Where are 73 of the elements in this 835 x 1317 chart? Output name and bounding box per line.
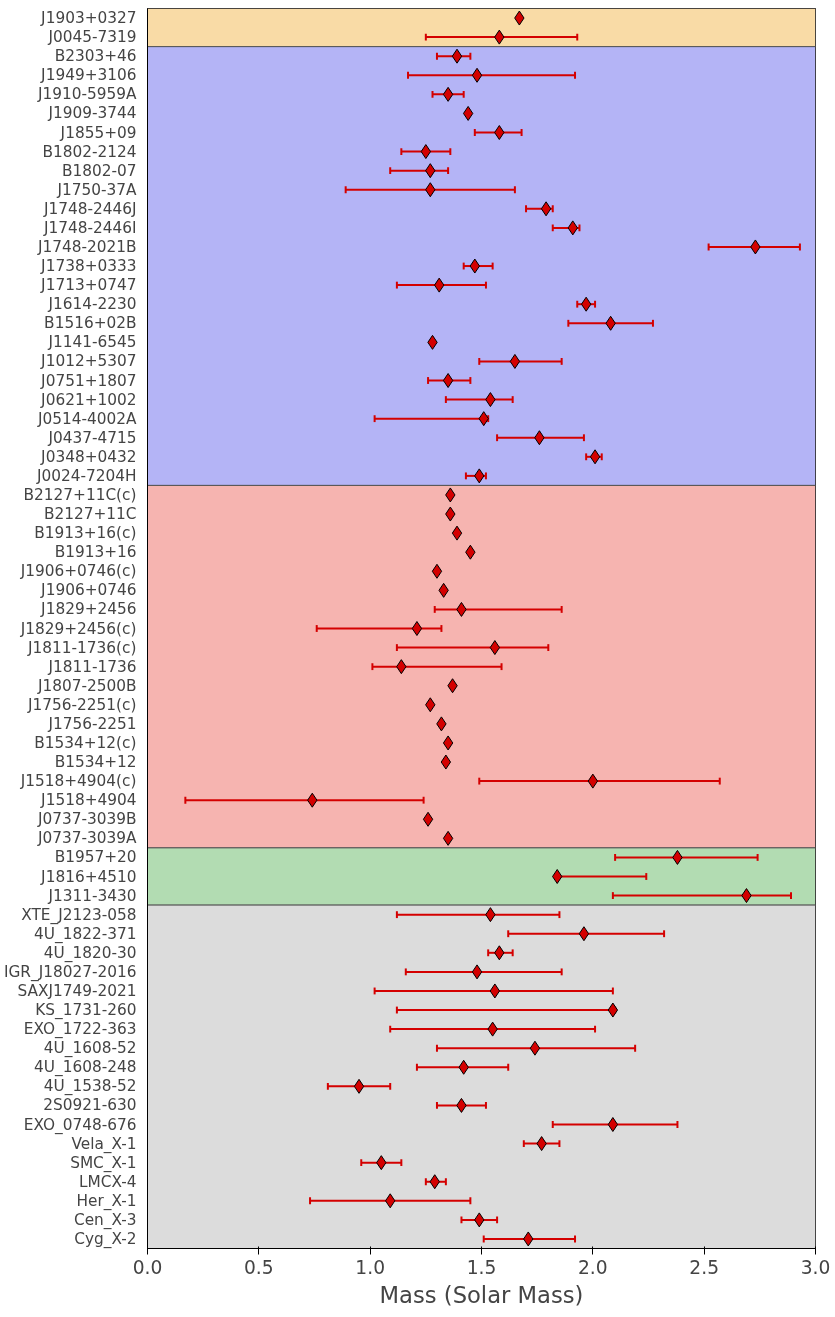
y-tick-label: J1949+3106	[40, 66, 137, 85]
y-tick-label: J1141-6545	[47, 333, 137, 352]
y-tick-label: J1903+0327	[40, 9, 137, 28]
y-tick-label: B1913+16(c)	[34, 524, 137, 543]
y-tick-label: IGR_J18027-2016	[3, 962, 137, 982]
y-tick-label: 2S0921-630	[43, 1096, 137, 1115]
y-tick-label: J1906+0746(c)	[19, 562, 137, 581]
y-tick-label: EXO_1722-363	[23, 1020, 137, 1040]
y-tick-label: B1802-07	[61, 161, 137, 180]
y-tick-label: 4U_1608-52	[43, 1039, 137, 1059]
y-tick-label: J1909-3744	[47, 104, 137, 123]
x-tick-label: 2.5	[689, 1256, 719, 1278]
y-tick-label: B1534+12(c)	[34, 733, 137, 752]
y-tick-label: J0514-4002A	[36, 409, 138, 428]
x-tick-label: 3.0	[800, 1256, 831, 1278]
y-tick-label: J1738+0333	[40, 257, 137, 276]
y-tick-label: J1713+0747	[40, 276, 137, 295]
y-tick-label: J1748-2446I	[42, 218, 137, 237]
y-tick-label: J1614-2230	[47, 295, 137, 314]
y-tick-label: J1910-5959A	[36, 85, 138, 104]
y-tick-label: J0621+1002	[40, 390, 137, 409]
y-tick-label: Vela_X-1	[71, 1134, 137, 1154]
y-tick-label: J1811-1736	[47, 657, 137, 676]
y-tick-label: Her_X-1	[76, 1191, 137, 1211]
y-tick-label: J0751+1807	[40, 371, 137, 390]
x-tick-label: 2.0	[578, 1256, 608, 1278]
y-tick-label: Cyg_X-2	[74, 1229, 137, 1249]
y-tick-label: J1811-1736(c)	[27, 638, 137, 657]
y-tick-label: B1802-2124	[42, 142, 137, 161]
y-tick-label: B1534+12	[54, 753, 137, 772]
y-tick-label: J0045-7319	[47, 28, 137, 47]
y-tick-label: KS_1731-260	[35, 1001, 137, 1021]
y-tick-label: B2127+11C(c)	[23, 485, 137, 504]
y-tick-label: J0437-4715	[47, 428, 137, 447]
y-tick-label: J0348+0432	[40, 447, 137, 466]
y-tick-label: B1516+02B	[44, 314, 137, 333]
y-tick-label: J0737-3039B	[36, 810, 137, 829]
y-tick-label: J1829+2456	[40, 600, 137, 619]
x-tick-label: 0.5	[244, 1256, 274, 1278]
y-tick-label: XTE_J2123-058	[21, 905, 137, 925]
y-tick-label: B1957+20	[54, 848, 137, 867]
y-tick-label: Cen_X-3	[73, 1210, 137, 1230]
y-tick-label: SMC_X-1	[70, 1153, 137, 1173]
y-tick-label: J1855+09	[59, 123, 137, 142]
y-tick-label: J1518+4904	[40, 791, 137, 810]
y-tick-label: J1816+4510	[40, 867, 137, 886]
y-tick-label: J1756-2251	[47, 714, 137, 733]
x-tick-label: 0.0	[132, 1256, 163, 1278]
y-tick-label: LMCX-4	[79, 1172, 137, 1191]
y-tick-label: J1807-2500B	[36, 676, 137, 695]
y-tick-label: 4U_1608-248	[34, 1058, 137, 1078]
y-tick-label: 4U_1820-30	[43, 943, 137, 963]
y-tick-label: 4U_1538-52	[43, 1077, 137, 1097]
y-tick-label: J1829+2456(c)	[19, 619, 137, 638]
y-tick-label: B2303+46	[54, 47, 137, 66]
y-tick-label: B1913+16	[54, 543, 137, 562]
y-tick-label: J1518+4904(c)	[19, 772, 137, 791]
x-axis-title: Mass (Solar Mass)	[379, 1281, 584, 1308]
y-tick-label: J1311-3430	[47, 886, 137, 905]
y-tick-label: EXO_0748-676	[23, 1115, 137, 1135]
y-tick-label: J1748-2446J	[42, 199, 137, 218]
y-tick-label: SAXJ1749-2021	[17, 981, 137, 1000]
y-tick-label: B2127+11C	[43, 505, 137, 524]
y-tick-label: J1750-37A	[56, 180, 138, 199]
y-tick-label: J1906+0746	[40, 581, 137, 600]
y-tick-label: 4U_1822-371	[34, 924, 137, 944]
y-tick-label: J1756-2251(c)	[27, 695, 137, 714]
y-tick-label: J1012+5307	[40, 352, 137, 371]
y-tick-label: J1748-2021B	[36, 237, 137, 256]
y-tick-label: J0737-3039A	[36, 829, 138, 848]
x-tick-label: 1.5	[466, 1256, 497, 1278]
y-tick-label: J0024-7204H	[35, 466, 137, 485]
x-tick-label: 1.0	[355, 1256, 385, 1278]
